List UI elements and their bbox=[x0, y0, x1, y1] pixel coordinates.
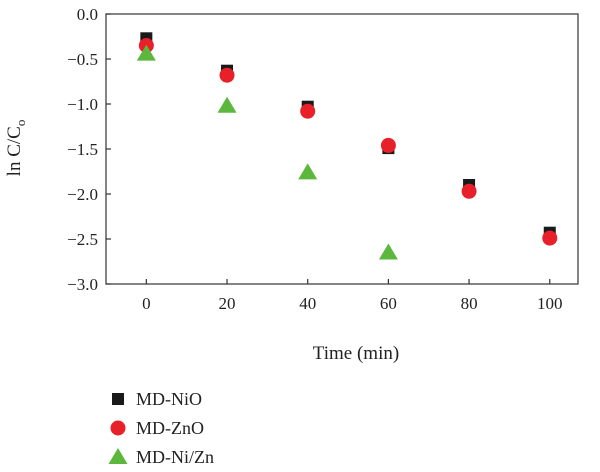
y-tick-label: −3.0 bbox=[67, 275, 98, 294]
legend-label: MD-NiO bbox=[136, 389, 202, 409]
x-tick-label: 40 bbox=[299, 294, 316, 313]
data-point bbox=[542, 230, 558, 246]
y-axis-label: ln C/Co bbox=[4, 120, 28, 177]
data-point bbox=[461, 183, 477, 199]
x-tick-label: 100 bbox=[537, 294, 563, 313]
y-tick-label: −2.0 bbox=[67, 185, 98, 204]
legend-marker bbox=[108, 448, 128, 464]
y-axis-label-main: ln C/C bbox=[4, 126, 25, 176]
data-point bbox=[217, 96, 237, 113]
data-point bbox=[136, 44, 156, 61]
data-points bbox=[136, 32, 558, 260]
y-tick-label: −2.5 bbox=[67, 230, 98, 249]
legend-label: MD-Ni/Zn bbox=[136, 447, 214, 467]
y-axis-label-subscript: o bbox=[13, 120, 28, 127]
series-1 bbox=[138, 38, 558, 246]
series-0 bbox=[140, 32, 556, 239]
x-axis-label: Time (min) bbox=[313, 343, 399, 364]
x-tick-label: 0 bbox=[142, 294, 151, 313]
series-2 bbox=[136, 44, 398, 260]
plot-frame bbox=[105, 13, 579, 285]
x-tick-label: 20 bbox=[219, 294, 236, 313]
data-point bbox=[300, 103, 316, 119]
y-tick-label: −1.5 bbox=[67, 140, 98, 159]
data-point bbox=[219, 67, 235, 83]
x-tick-label: 60 bbox=[380, 294, 397, 313]
legend: MD-NiO MD-ZnO MD-Ni/Zn bbox=[108, 389, 214, 467]
y-tick-label: −1.0 bbox=[67, 95, 98, 114]
legend-label: MD-ZnO bbox=[136, 418, 204, 438]
data-point bbox=[380, 137, 396, 153]
legend-marker bbox=[112, 393, 124, 405]
plot-border bbox=[105, 13, 579, 285]
data-point bbox=[298, 163, 318, 180]
y-axis-ticks: 0.0 −0.5 −1.0 −1.5 −2.0 −2.5 −3.0 bbox=[67, 5, 111, 294]
x-axis-ticks: 0 20 40 60 80 100 bbox=[142, 279, 563, 313]
data-point bbox=[378, 243, 398, 260]
legend-marker bbox=[110, 420, 126, 436]
x-tick-label: 80 bbox=[461, 294, 478, 313]
y-tick-label: −0.5 bbox=[67, 50, 98, 69]
y-tick-label: 0.0 bbox=[77, 5, 98, 24]
